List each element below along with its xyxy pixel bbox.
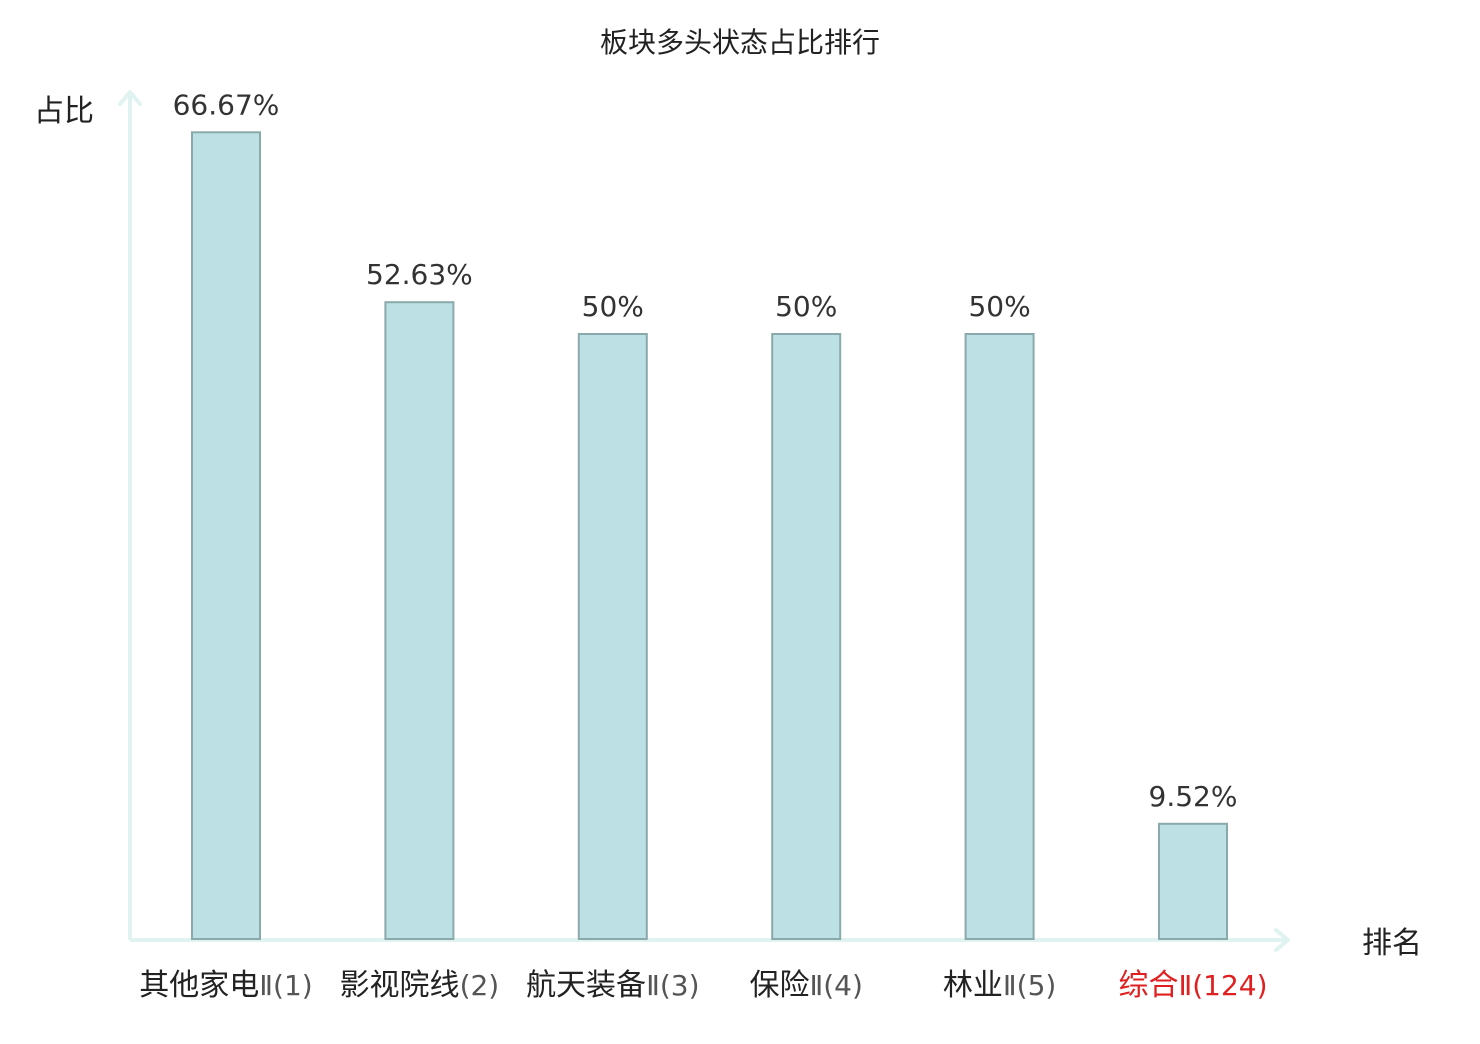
category-label-4: 保险Ⅱ(4): [749, 968, 862, 1003]
category-rank-4: Ⅱ(4): [809, 969, 862, 1002]
category-label-6: 综合Ⅱ(124): [1118, 968, 1267, 1003]
category-rank-1: Ⅱ(1): [259, 969, 312, 1002]
category-rank-2: (2): [460, 969, 500, 1002]
category-label-3: 航天装备Ⅱ(3): [526, 968, 699, 1003]
y-axis-arrow: [118, 90, 142, 106]
value-labels-group: 66.67% 52.63% 50% 50% 50% 9.52%: [173, 88, 1238, 813]
x-axis-arrow: [1274, 928, 1290, 952]
bar-value-label-3: 50%: [582, 290, 644, 323]
y-axis-label: 占比: [34, 94, 94, 129]
bar-value-label-4: 50%: [775, 290, 837, 323]
bar-value-label-5: 50%: [968, 290, 1030, 323]
bar-value-label-1: 66.67%: [173, 88, 280, 121]
category-name-4: 保险: [749, 968, 809, 1003]
bar-2[interactable]: [384, 301, 455, 940]
category-rank-5: Ⅱ(5): [1003, 969, 1056, 1002]
bar-1[interactable]: [191, 131, 261, 941]
bar-5[interactable]: [964, 333, 1035, 940]
category-label-5: 林业Ⅱ(5): [943, 968, 1056, 1003]
bar-6[interactable]: [1158, 822, 1228, 940]
category-name-5: 林业: [943, 968, 1003, 1003]
bar-value-label-2: 52.63%: [366, 258, 473, 291]
category-label-1: 其他家电Ⅱ(1): [139, 968, 312, 1003]
bar-value-label-6: 9.52%: [1149, 780, 1238, 813]
category-name-1: 其他家电: [139, 968, 259, 1003]
category-name-3: 航天装备: [526, 968, 646, 1003]
category-rank-3: Ⅱ(3): [646, 969, 699, 1002]
bar-4[interactable]: [771, 333, 842, 940]
category-labels-group: 其他家电Ⅱ(1) 影视院线(2) 航天装备Ⅱ(3) 保险Ⅱ(4) 林业Ⅱ(5) 综合Ⅱ(1…: [139, 968, 1267, 1003]
bars-group: [191, 131, 1228, 941]
chart-title: 板块多头状态占比排行: [600, 26, 880, 59]
category-name-6: 综合: [1118, 968, 1178, 1003]
bar-3[interactable]: [577, 333, 648, 940]
category-rank-6: Ⅱ(124): [1178, 969, 1267, 1002]
x-axis-label: 排名: [1362, 926, 1422, 961]
category-label-2: 影视院线(2): [340, 968, 500, 1003]
category-name-2: 影视院线: [340, 968, 460, 1003]
axes: [118, 90, 1290, 952]
